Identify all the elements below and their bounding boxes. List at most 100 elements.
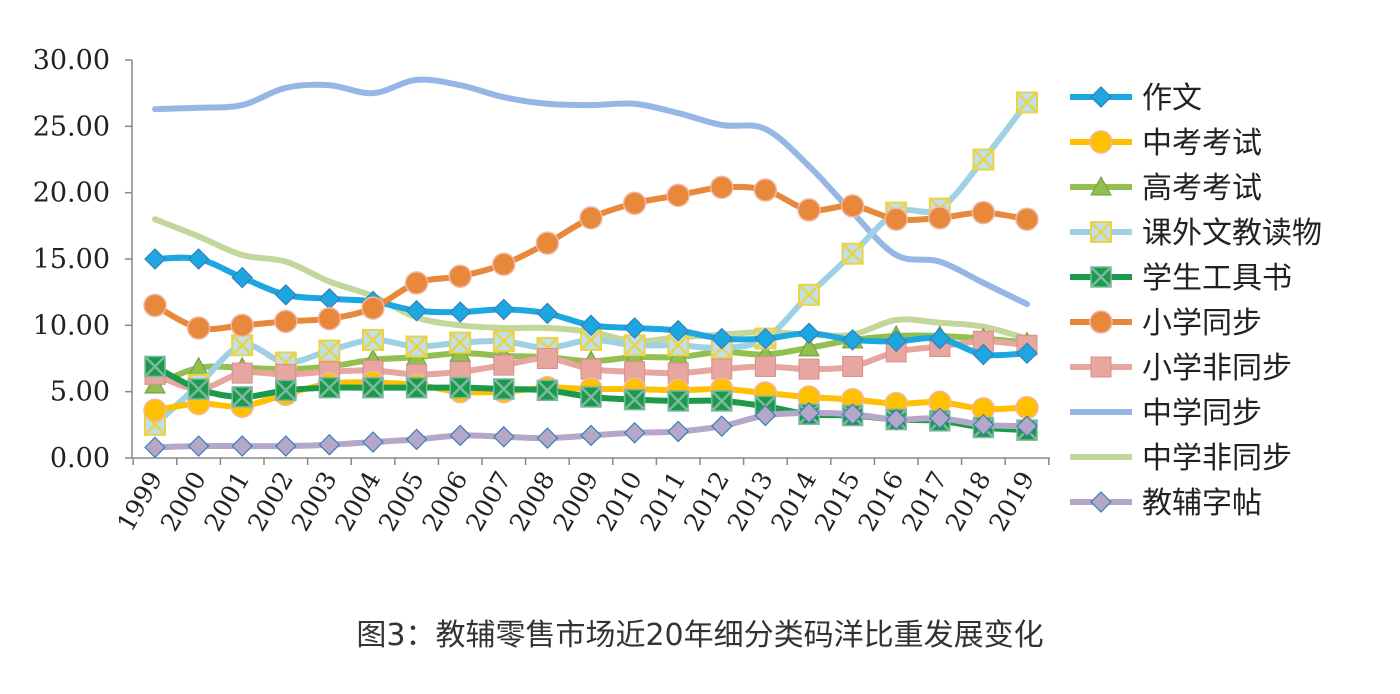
data-point — [187, 435, 210, 457]
data-point — [274, 309, 298, 334]
data-point — [798, 322, 820, 345]
data-point — [274, 435, 297, 457]
data-point — [1015, 395, 1039, 420]
data-point — [798, 358, 820, 380]
x-tick-label: 2018 — [940, 467, 997, 537]
data-point — [144, 436, 166, 459]
legend-marker — [1090, 86, 1112, 108]
data-point — [493, 354, 515, 376]
data-point — [231, 334, 254, 357]
legend-label: 作文 — [1142, 81, 1202, 116]
data-point — [187, 378, 210, 400]
data-point — [580, 358, 602, 380]
data-point — [841, 403, 864, 426]
data-point — [492, 252, 516, 277]
data-point — [143, 293, 167, 318]
data-point — [536, 348, 558, 369]
data-point — [231, 435, 254, 457]
legend-marker — [1089, 130, 1113, 154]
x-tick-label: 2002 — [242, 467, 299, 537]
data-point — [971, 200, 996, 225]
data-point — [622, 191, 647, 216]
data-point — [231, 362, 253, 384]
legend-label: 课外文教读物 — [1142, 216, 1322, 251]
legend-marker — [1090, 221, 1112, 243]
y-tick-label: 20.00 — [33, 178, 110, 209]
data-point — [318, 287, 341, 310]
data-point — [535, 231, 560, 255]
data-point — [710, 415, 733, 438]
data-point — [449, 301, 472, 323]
series-line — [152, 76, 1030, 308]
data-point — [798, 283, 820, 306]
data-point — [623, 421, 646, 444]
x-tick-label: 2011 — [634, 467, 691, 537]
legend-label: 高考考试 — [1142, 171, 1262, 206]
x-tick-label: 1999 — [111, 467, 168, 537]
series-8 — [152, 76, 1030, 308]
legend-item-5: 学生工具书 — [1070, 261, 1292, 296]
data-point — [753, 178, 778, 202]
data-point — [144, 248, 166, 270]
series-layer — [143, 76, 1039, 459]
legend-item-1: 作文 — [1070, 81, 1202, 116]
data-point — [143, 398, 167, 422]
x-tick-label: 2019 — [983, 467, 1040, 537]
series-6 — [143, 175, 1039, 340]
data-point — [230, 313, 254, 338]
x-tick-label: 2017 — [896, 467, 953, 537]
data-point — [274, 379, 297, 402]
data-point — [405, 335, 428, 358]
x-tick-label: 2015 — [809, 467, 866, 537]
y-tick-label: 0.00 — [50, 443, 110, 474]
data-point — [884, 207, 908, 231]
data-point — [536, 302, 559, 325]
data-point — [623, 334, 646, 357]
data-point — [187, 248, 210, 270]
data-point — [405, 299, 428, 322]
y-tick-label: 5.00 — [50, 377, 110, 408]
y-tick-label: 10.00 — [33, 310, 110, 341]
data-point — [754, 327, 777, 350]
data-point — [667, 319, 690, 342]
data-point — [317, 306, 342, 331]
data-point — [580, 386, 602, 408]
x-tick-label: 2006 — [416, 467, 473, 537]
data-point — [404, 271, 429, 295]
x-tick-label: 2010 — [591, 467, 648, 537]
data-point — [972, 343, 995, 366]
legend-marker — [1090, 356, 1112, 378]
data-point — [362, 328, 384, 351]
data-point — [667, 390, 690, 412]
data-point — [840, 194, 865, 218]
legend-marker — [1090, 175, 1112, 196]
data-point — [928, 206, 952, 230]
data-point — [405, 428, 428, 451]
legend-label: 小学非同步 — [1142, 351, 1292, 386]
data-point — [972, 413, 995, 436]
data-point — [405, 376, 428, 399]
legend-label: 中考考试 — [1142, 126, 1262, 161]
data-point — [362, 376, 384, 399]
figure-caption: 图3：教辅零售市场近20年细分类码洋比重发展变化 — [356, 618, 1044, 653]
legend-item-2: 中考考试 — [1070, 126, 1262, 161]
data-point — [798, 402, 820, 424]
legend-item-9: 中学非同步 — [1070, 441, 1292, 476]
legend-item-3: 高考考试 — [1070, 171, 1262, 206]
series-10 — [144, 402, 1038, 459]
data-point — [492, 378, 515, 400]
data-point — [1016, 342, 1038, 365]
data-point — [274, 283, 297, 306]
data-point — [1015, 207, 1039, 231]
data-point — [580, 314, 602, 337]
data-point — [318, 376, 341, 399]
legend-label: 教辅字帖 — [1142, 486, 1262, 521]
data-point — [492, 330, 515, 353]
data-point — [1016, 91, 1038, 114]
data-point — [885, 408, 908, 431]
x-tick-label: 2005 — [373, 467, 430, 537]
series-1 — [144, 248, 1038, 366]
legend-marker — [1090, 266, 1112, 288]
data-point — [711, 358, 733, 380]
x-tick-label: 2014 — [765, 467, 822, 537]
